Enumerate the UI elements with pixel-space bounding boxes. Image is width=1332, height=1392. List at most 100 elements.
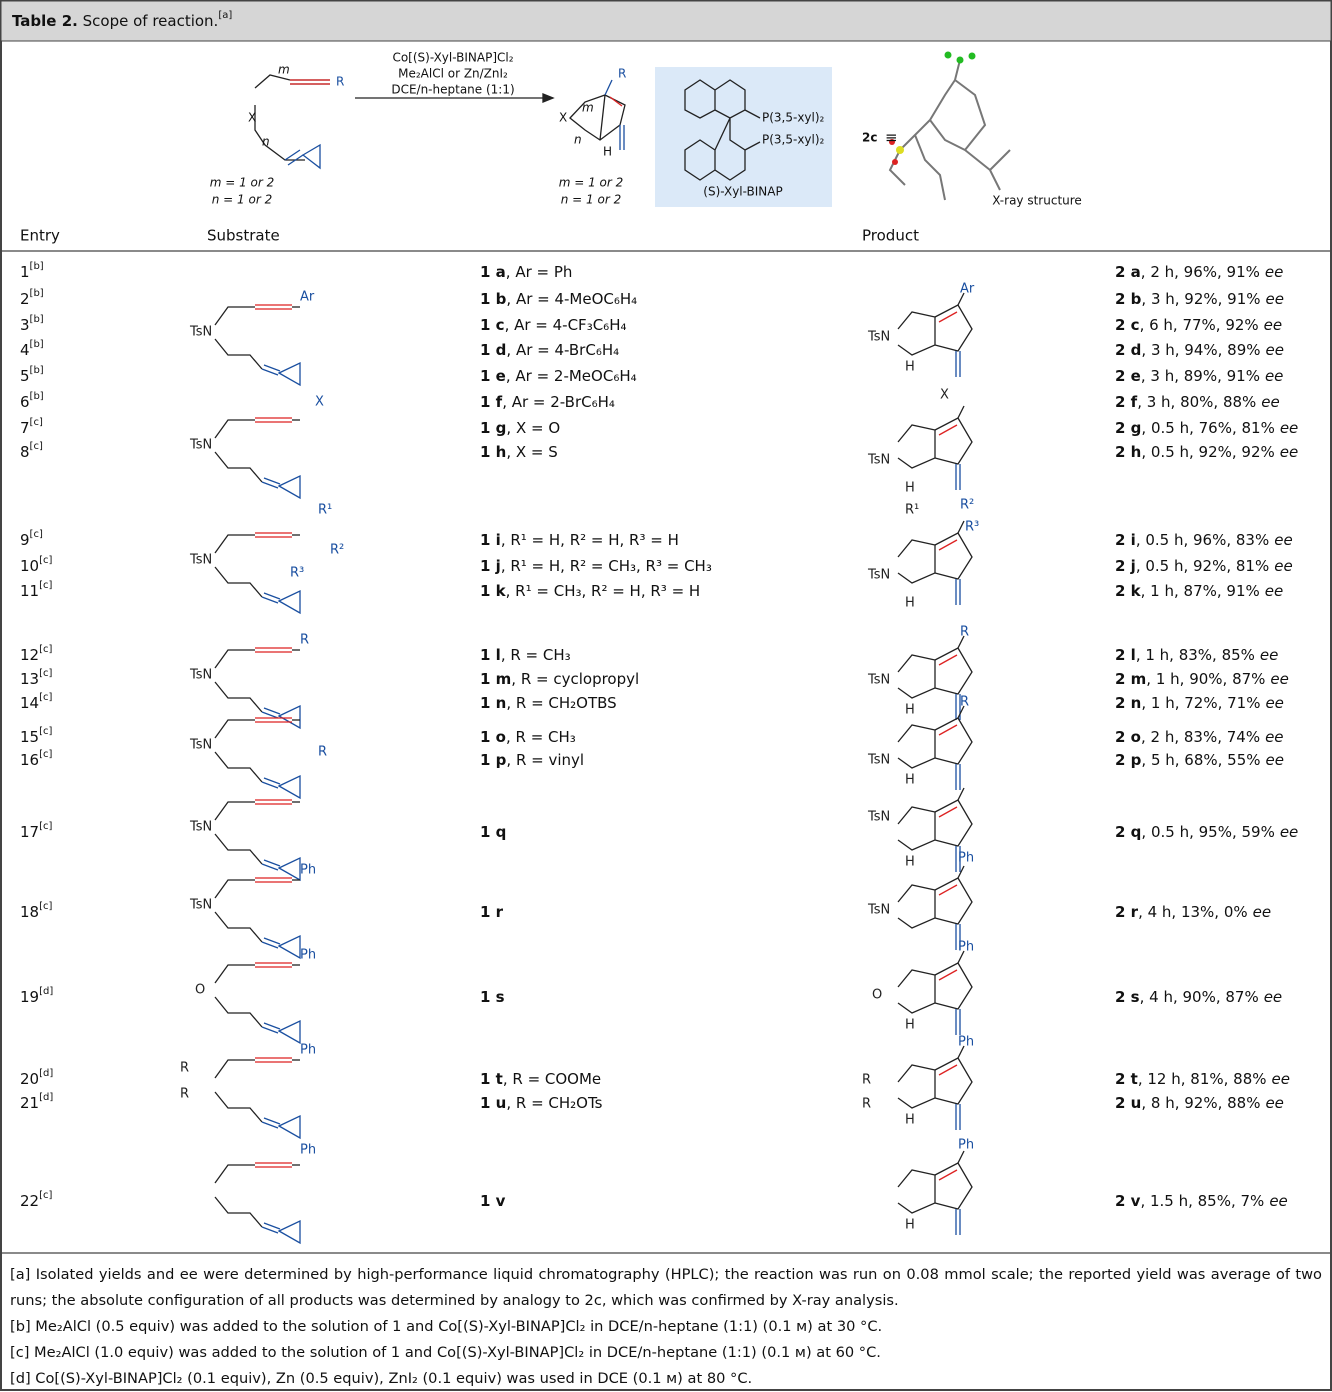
atom-label: TsN [189, 738, 212, 753]
bond [215, 752, 262, 782]
substrate-id: 1 k [480, 582, 507, 600]
substrate: 1 t, R = COOMe [480, 1070, 601, 1088]
ring [898, 540, 935, 583]
atom-label: Ph [300, 948, 316, 963]
scheme-label: n [262, 135, 270, 149]
substrate-id: 1 l [480, 646, 501, 664]
cyclopropane [279, 936, 300, 958]
entry: 17[c] [20, 821, 52, 841]
atom-label: H [905, 360, 915, 375]
ee: ee [1274, 557, 1292, 575]
atom-label: Ph [300, 863, 316, 878]
entry-number: 3 [20, 316, 30, 334]
atom-label: H [905, 1218, 915, 1233]
alkyne [255, 648, 292, 652]
atom-label: H [905, 1113, 915, 1128]
bond [215, 1060, 255, 1078]
entry-note: [c] [39, 901, 52, 912]
atom-label: H [905, 855, 915, 870]
entry-note: [c] [39, 668, 52, 679]
substrate: 1 j, R¹ = H, R² = CH₃, R³ = CH₃ [480, 557, 712, 575]
entry: 2[b] [20, 288, 44, 308]
product-detail: , 0.5 h, 92%, 81% [1136, 557, 1269, 575]
substrate-id: 1 s [480, 988, 505, 1006]
atom-label: O [872, 988, 882, 1003]
entry-number: 17 [20, 823, 39, 841]
bond [215, 802, 255, 820]
entry-number: 8 [20, 443, 30, 461]
substrate: 1 s [480, 988, 505, 1006]
condition: Me₂AlCl or Zn/ZnI₂ [398, 67, 508, 81]
entry-number: 12 [20, 646, 39, 664]
substrate: 1 k, R¹ = CH₃, R² = H, R³ = H [480, 582, 700, 600]
substrate: 1 i, R¹ = H, R² = H, R³ = H [480, 531, 679, 549]
cyclopropane [279, 1021, 300, 1043]
substrate: 1 v [480, 1192, 506, 1210]
ee: ee [1265, 263, 1283, 281]
product-detail: , 1 h, 72%, 71% [1141, 694, 1260, 712]
product-detail: , 3 h, 80%, 88% [1137, 393, 1256, 411]
alkyne [255, 305, 292, 309]
substrate: 1 g, X = O [480, 419, 560, 437]
entry-number: 5 [20, 367, 30, 385]
bond [215, 1197, 262, 1227]
entry-note: [c] [39, 692, 52, 703]
footnote: [a] Isolated yields and ee were determin… [10, 1262, 1322, 1314]
substrate-detail: , R = CH₃ [501, 646, 571, 664]
product-id: 2 g [1115, 419, 1141, 437]
alkene [262, 365, 280, 375]
entry-number: 7 [20, 419, 30, 437]
atom-label: H [905, 1018, 915, 1033]
substrate-id: 1 i [480, 531, 501, 549]
substrate-id: 1 u [480, 1094, 506, 1112]
equiv-sign: ≡ [885, 129, 898, 147]
bond [215, 1165, 255, 1183]
ee: ee [1266, 290, 1284, 308]
bond [215, 912, 262, 942]
product-id: 2 f [1115, 393, 1138, 411]
atom-label: TsN [189, 553, 212, 568]
entry-note: [b] [30, 339, 44, 350]
range: n = 1 or 2 [212, 193, 272, 207]
product-id: 2 r [1115, 903, 1139, 921]
atom-label: Ph [300, 1143, 316, 1158]
ee: ee [1266, 751, 1284, 769]
scheme-label: H [603, 145, 612, 159]
atom-label: TsN [189, 898, 212, 913]
exo-alkene [956, 579, 960, 605]
entry-number: 18 [20, 903, 39, 921]
product-id: 2 u [1115, 1094, 1141, 1112]
substrate: 1 e, Ar = 2-MeOC₆H₄ [480, 367, 637, 385]
atom-label: H [905, 481, 915, 496]
entry: 15[c] [20, 726, 52, 746]
product: 2 i, 0.5 h, 96%, 83%ee [1115, 531, 1293, 549]
product-id: 2 v [1115, 1192, 1141, 1210]
product-id: 2 n [1115, 694, 1141, 712]
substrate-detail: , Ar = 4-MeOC₆H₄ [506, 290, 637, 308]
ee: ee [1270, 670, 1288, 688]
entry: 7[c] [20, 417, 43, 437]
product-id: 2 p [1115, 751, 1142, 769]
substrate-id: 1 a [480, 263, 506, 281]
atom-label: TsN [867, 753, 890, 768]
atom-label: R [960, 695, 969, 710]
ring [898, 1065, 935, 1108]
ring [935, 418, 972, 464]
column-header: Entry [20, 227, 60, 245]
atom-label: R [300, 633, 309, 648]
page: {"header": {"label": "Table 2.", "title"… [0, 0, 1332, 1391]
atom-label: TsN [189, 325, 212, 340]
substrate: 1 p, R = vinyl [480, 751, 584, 769]
entry-number: 22 [20, 1192, 39, 1210]
substrate-id: 1 q [480, 823, 506, 841]
entry-note: [b] [30, 391, 44, 402]
title-note: [a] [218, 10, 232, 21]
ee: ee [1280, 419, 1298, 437]
substrate: 1 c, Ar = 4-CF₃C₆H₄ [480, 316, 626, 334]
substrate: 1 d, Ar = 4-BrC₆H₄ [480, 341, 619, 359]
product-id: 2 m [1115, 670, 1146, 688]
entry: 8[c] [20, 441, 43, 461]
entry-number: 2 [20, 290, 30, 308]
product-detail: , 4 h, 90%, 87% [1140, 988, 1259, 1006]
table-label: Table 2. [12, 12, 78, 30]
